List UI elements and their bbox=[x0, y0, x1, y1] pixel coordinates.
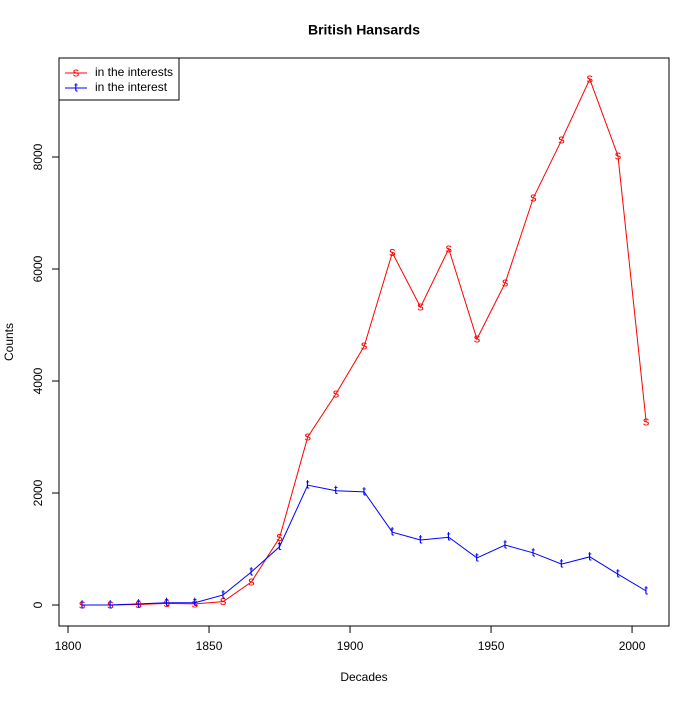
point-marker: s bbox=[389, 244, 396, 259]
series-line bbox=[82, 77, 647, 606]
point-marker: s bbox=[220, 593, 227, 608]
x-tick-label: 1800 bbox=[55, 639, 82, 653]
point-marker: t bbox=[278, 538, 282, 553]
point-marker: s bbox=[615, 147, 622, 162]
legend-label: in the interests bbox=[95, 65, 173, 79]
point-marker: t bbox=[137, 595, 141, 610]
legend-marker: t bbox=[74, 79, 78, 94]
y-tick-label: 8000 bbox=[31, 143, 45, 170]
point-marker: s bbox=[474, 330, 481, 345]
y-tick-label: 6000 bbox=[31, 255, 45, 282]
series-line bbox=[82, 484, 647, 606]
x-tick-label: 1950 bbox=[478, 639, 505, 653]
point-marker: s bbox=[361, 338, 368, 353]
point-marker: s bbox=[643, 413, 650, 428]
point-marker: t bbox=[447, 529, 451, 544]
chart-title: British Hansards bbox=[308, 22, 420, 38]
point-marker: t bbox=[560, 556, 564, 571]
x-tick-label: 2000 bbox=[619, 639, 646, 653]
point-marker: t bbox=[193, 594, 197, 609]
point-marker: t bbox=[616, 566, 620, 581]
point-marker: t bbox=[503, 537, 507, 552]
point-marker: t bbox=[419, 531, 423, 546]
point-marker: t bbox=[391, 524, 395, 539]
point-marker: s bbox=[248, 573, 255, 588]
point-marker: t bbox=[165, 594, 169, 609]
point-marker: s bbox=[79, 596, 86, 611]
point-marker: t bbox=[306, 477, 310, 492]
legend-box bbox=[58, 57, 180, 101]
point-marker: t bbox=[109, 596, 113, 611]
y-tick-label: 0 bbox=[31, 601, 45, 608]
point-marker: t bbox=[80, 596, 84, 611]
point-marker: s bbox=[587, 71, 594, 86]
point-marker: s bbox=[276, 529, 283, 544]
point-marker: s bbox=[558, 132, 565, 147]
point-marker: s bbox=[107, 596, 114, 611]
point-marker: t bbox=[532, 544, 536, 559]
point-marker: s bbox=[163, 595, 170, 610]
point-marker: t bbox=[334, 482, 338, 497]
point-marker: t bbox=[362, 483, 366, 498]
point-marker: s bbox=[530, 189, 537, 204]
point-marker: s bbox=[417, 299, 424, 314]
legend-marker: s bbox=[73, 64, 80, 79]
y-axis-label: Counts bbox=[2, 323, 16, 361]
point-marker: s bbox=[333, 385, 340, 400]
point-marker: s bbox=[304, 428, 311, 443]
point-marker: s bbox=[445, 240, 452, 255]
point-marker: t bbox=[644, 582, 648, 597]
point-marker: t bbox=[475, 549, 479, 564]
legend-label: in the interest bbox=[95, 80, 168, 94]
x-axis-label: Decades bbox=[340, 670, 387, 684]
y-tick-label: 4000 bbox=[31, 367, 45, 394]
point-marker: s bbox=[502, 274, 509, 289]
y-tick-label: 2000 bbox=[31, 479, 45, 506]
x-tick-label: 1850 bbox=[196, 639, 223, 653]
x-tick-label: 1900 bbox=[337, 639, 364, 653]
point-marker: t bbox=[250, 563, 254, 578]
point-marker: t bbox=[588, 548, 592, 563]
point-marker: t bbox=[221, 586, 225, 601]
